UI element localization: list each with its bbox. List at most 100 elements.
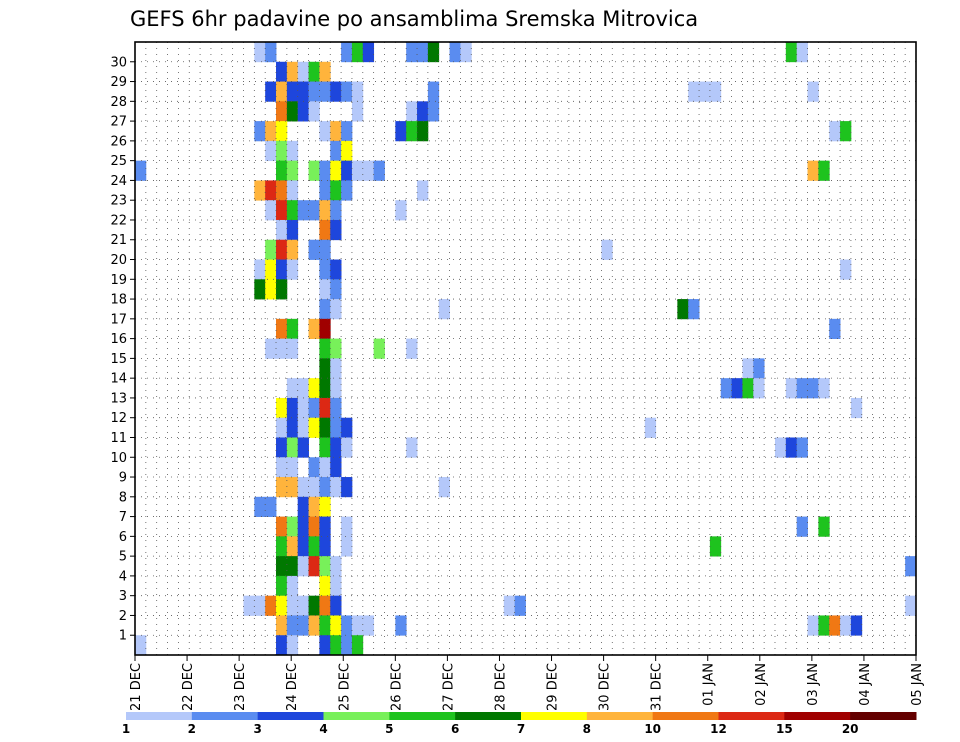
heatmap-cell (297, 496, 309, 517)
heatmap-cell (330, 397, 342, 419)
heatmap-cell (709, 536, 722, 557)
heatmap-cell (276, 101, 288, 122)
legend-color-segment (521, 712, 588, 720)
x-tick-label: 30 DEC (598, 663, 613, 711)
heatmap-cell (330, 457, 342, 478)
heatmap-cell (319, 160, 331, 181)
y-tick-label: 19 (110, 273, 127, 288)
heatmap-cell (351, 81, 364, 102)
heatmap-cell (308, 595, 320, 616)
color-legend: 1 2 3 4 5 6 7 8 10 12 15 20 (122, 712, 917, 736)
heatmap-cell (319, 259, 331, 280)
heatmap-cell (427, 81, 440, 102)
legend-label: 2 (188, 722, 196, 736)
legend-color-segment (850, 712, 917, 720)
legend-color-segment (126, 712, 193, 720)
heatmap-cell (276, 397, 288, 419)
heatmap-cell (753, 378, 765, 399)
heatmap-cell (308, 160, 320, 181)
heatmap-cell (319, 516, 331, 537)
heatmap-cell (330, 635, 342, 656)
x-tick-label: 31 DEC (650, 663, 665, 711)
heatmap-cell (308, 536, 320, 557)
y-tick-label: 5 (119, 550, 127, 565)
heatmap-cell (276, 318, 288, 340)
y-tick-label: 13 (110, 391, 127, 406)
legend-color-segment (257, 712, 324, 720)
heatmap-cell (731, 378, 743, 399)
heatmap-cell (276, 437, 288, 458)
heatmap-cell (297, 378, 309, 399)
heatmap-cell (319, 338, 331, 359)
heatmap-cell (319, 536, 331, 557)
heatmap-cell (308, 81, 331, 102)
heatmap-cell (373, 160, 385, 181)
heatmap-cell (330, 279, 342, 300)
heatmap-cell (319, 556, 331, 577)
heatmap-cell (330, 219, 342, 241)
y-tick-label: 26 (110, 134, 127, 149)
heatmap-cell (406, 437, 418, 458)
y-tick-label: 23 (110, 194, 127, 209)
heatmap-cell (308, 457, 320, 478)
heatmap-cell (286, 378, 299, 399)
heatmap-cell (406, 338, 418, 359)
heatmap-cell (276, 635, 288, 656)
legend-color-segment (718, 712, 785, 720)
legend-label: 15 (776, 722, 793, 736)
heatmap-cell (297, 437, 309, 458)
heatmap-cell (395, 200, 407, 221)
heatmap-cell (319, 615, 331, 636)
y-tick-label: 22 (110, 213, 127, 228)
heatmap-cell (330, 615, 342, 636)
heatmap-cell (417, 180, 429, 201)
heatmap-cell (297, 417, 309, 438)
y-tick-label: 10 (110, 451, 127, 466)
heatmap-cell (265, 121, 277, 142)
heatmap-cell (341, 81, 353, 102)
heatmap-cell (276, 615, 288, 636)
heatmap-cell (276, 160, 288, 181)
legend-color-segment (455, 712, 522, 720)
heatmap-cell (351, 635, 364, 656)
heatmap-cell (395, 615, 407, 636)
x-tick-label: 21 DEC (129, 663, 144, 711)
heatmap-cell (341, 536, 353, 557)
x-tick-label: 04 JAN (858, 663, 873, 706)
heatmap-cell (286, 595, 299, 616)
heatmap-cell (135, 635, 147, 656)
x-tick-label: 05 JAN (910, 663, 925, 706)
legend-label: 1 (122, 722, 130, 736)
heatmap-cell (308, 556, 320, 577)
heatmap-cell (774, 437, 787, 458)
heatmap-cell (319, 279, 331, 300)
x-tick-label: 29 DEC (546, 663, 561, 711)
x-tick-label: 02 JAN (754, 663, 769, 706)
grid-lines (135, 42, 916, 655)
heatmap-cell (351, 160, 375, 181)
heatmap-cell (351, 42, 364, 63)
heatmap-cell (265, 259, 277, 280)
heatmap-cell (677, 299, 689, 320)
heatmap-cell (297, 101, 309, 122)
heatmap-cell (286, 200, 299, 221)
heatmap-cell (341, 437, 353, 458)
heatmap-cell (286, 101, 299, 122)
heatmap-cell (319, 496, 331, 517)
heatmap-cell (276, 595, 288, 616)
heatmap-cell (688, 299, 700, 320)
heatmap-cell (286, 160, 299, 181)
x-tick-label: 25 DEC (337, 663, 352, 711)
heatmap-cell (297, 595, 309, 616)
y-tick-label: 2 (119, 609, 127, 624)
heatmap-cell (807, 160, 819, 181)
legend-label: 5 (385, 722, 393, 736)
legend-label: 10 (644, 722, 661, 736)
heatmap-cell (254, 121, 266, 142)
heatmap-cell (276, 457, 299, 478)
y-tick-label: 29 (110, 75, 127, 90)
heatmap-cell (319, 200, 331, 221)
legend-label: 8 (583, 722, 591, 736)
heatmap-cell (427, 101, 440, 122)
heatmap-cell (341, 160, 353, 181)
